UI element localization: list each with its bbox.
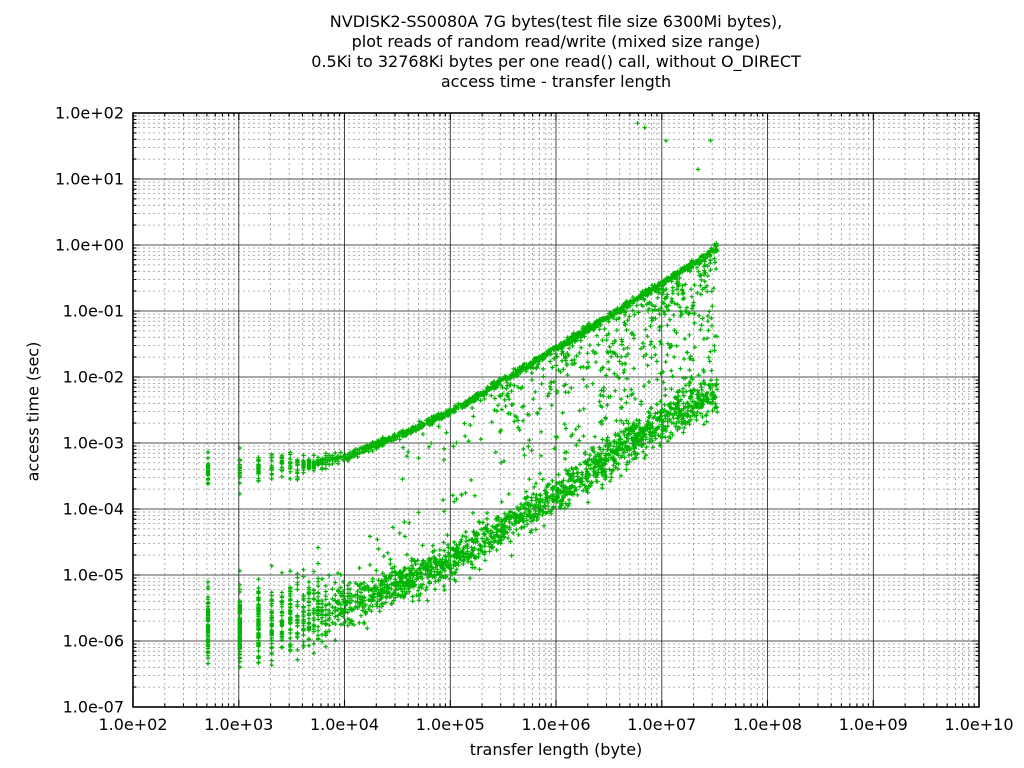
- chart-title-line-1: NVDISK2-SS0080A 7G bytes(test file size …: [329, 12, 783, 31]
- axis-ticks: [132, 112, 980, 708]
- x-tick-label: 1.0e+06: [521, 715, 590, 734]
- y-tick-label: 1.0e+01: [55, 170, 124, 189]
- y-tick-label: 1.0e-06: [63, 632, 124, 651]
- scatter-points-reads: [205, 121, 720, 670]
- grid-minor: [133, 113, 979, 707]
- chart-title: NVDISK2-SS0080A 7G bytes(test file size …: [133, 12, 979, 92]
- chart-title-line-2: plot reads of random read/write (mixed s…: [351, 32, 761, 51]
- x-tick-label: 1.0e+07: [627, 715, 696, 734]
- y-tick-label: 1.0e-07: [63, 698, 124, 717]
- y-tick-label: 1.0e-03: [63, 434, 124, 453]
- x-tick-label: 1.0e+03: [204, 715, 273, 734]
- x-axis-title: transfer length (byte): [469, 740, 643, 759]
- x-tick-label: 1.0e+04: [310, 715, 379, 734]
- x-tick-label: 1.0e+09: [839, 715, 908, 734]
- x-tick-label: 1.0e+08: [733, 715, 802, 734]
- y-tick-label: 1.0e+02: [55, 104, 124, 123]
- y-tick-label: 1.0e-05: [63, 566, 124, 585]
- grid-major: [132, 112, 980, 708]
- x-tick-label: 1.0e+02: [98, 715, 167, 734]
- y-tick-label: 1.0e-04: [63, 500, 124, 519]
- chart-title-line-4: access time - transfer length: [440, 72, 672, 91]
- x-tick-label: 1.0e+05: [416, 715, 485, 734]
- y-tick-label: 1.0e+00: [55, 236, 124, 255]
- y-tick-label: 1.0e-01: [63, 302, 124, 321]
- chart-title-line-3: 0.5Ki to 32768Ki bytes per one read() ca…: [311, 52, 801, 71]
- y-tick-label: 1.0e-02: [63, 368, 124, 387]
- y-axis-title: access time (sec): [23, 341, 43, 482]
- x-tick-label: 1.0e+10: [944, 715, 1013, 734]
